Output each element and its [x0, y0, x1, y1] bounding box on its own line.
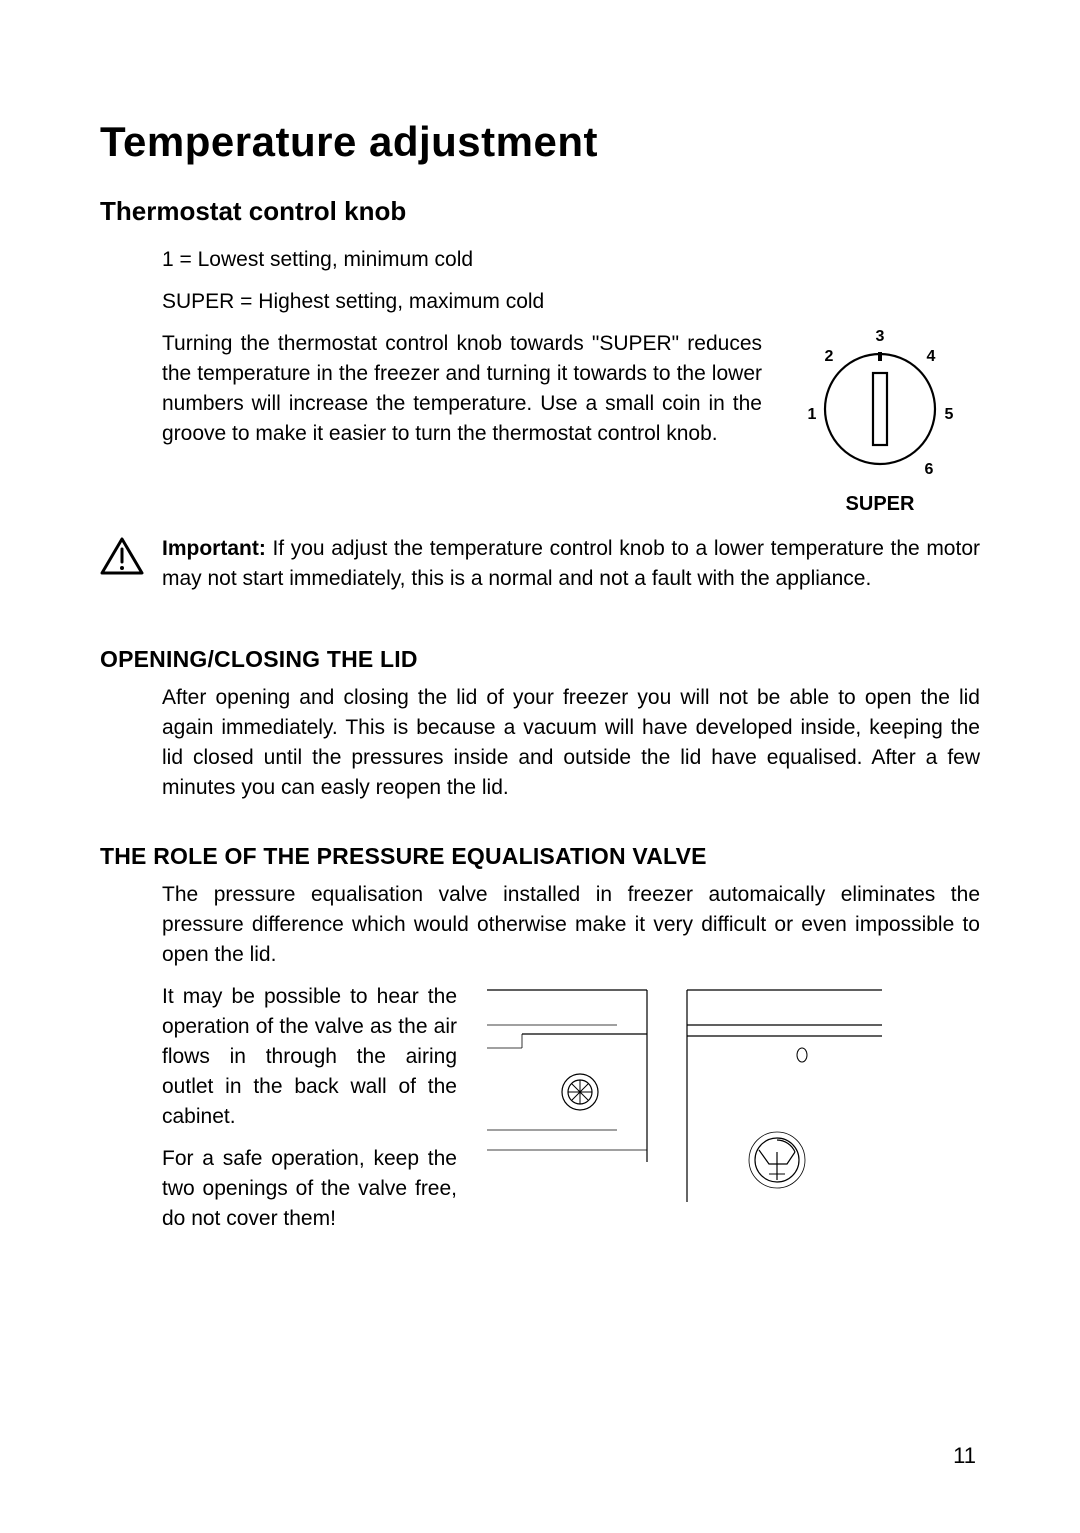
setting-1: 1 = Lowest setting, minimum cold [162, 245, 980, 275]
valve-diagram-icon [487, 982, 882, 1207]
page-title: Temperature adjustment [100, 118, 980, 166]
valve-text-col: It may be possible to hear the operation… [162, 982, 457, 1246]
valve-p2: It may be possible to hear the operation… [162, 982, 457, 1132]
page: Temperature adjustment Thermostat contro… [0, 0, 1080, 1533]
lid-heading: OPENING/CLOSING THE LID [100, 646, 980, 673]
important-text: Important: If you adjust the temperature… [162, 534, 980, 594]
setting-super: SUPER = Highest setting, maximum cold [162, 287, 980, 317]
knob-super-label: SUPER [780, 493, 980, 516]
valve-heading: THE ROLE OF THE PRESSURE EQUALISATION VA… [100, 843, 980, 870]
valve-figure [487, 982, 980, 1246]
knob-num-1: 1 [808, 406, 817, 423]
knob-num-5: 5 [945, 406, 954, 423]
thermostat-heading: Thermostat control knob [100, 196, 980, 227]
valve-p3: For a safe operation, keep the two openi… [162, 1144, 457, 1234]
valve-section: THE ROLE OF THE PRESSURE EQUALISATION VA… [100, 843, 980, 1246]
knob-num-4: 4 [927, 348, 936, 365]
thermostat-body-col: Turning the thermostat control knob towa… [162, 329, 762, 461]
valve-row: It may be possible to hear the operation… [162, 982, 980, 1246]
knob-num-3: 3 [876, 328, 885, 345]
knob-num-2: 2 [825, 348, 834, 365]
thermostat-block: 1 = Lowest setting, minimum cold SUPER =… [162, 245, 980, 516]
warning-icon [100, 536, 144, 581]
page-number: 11 [953, 1443, 976, 1469]
knob-num-6: 6 [925, 461, 934, 478]
knob-dial-icon: 1 2 3 4 5 6 [790, 319, 970, 489]
thermostat-body: Turning the thermostat control knob towa… [162, 329, 762, 449]
important-body: If you adjust the temperature control kn… [162, 537, 980, 590]
valve-p1: The pressure equalisation valve installe… [162, 880, 980, 970]
important-lead: Important: [162, 537, 266, 560]
lid-section: OPENING/CLOSING THE LID After opening an… [100, 646, 980, 803]
thermostat-row: Turning the thermostat control knob towa… [162, 329, 980, 516]
important-block: Important: If you adjust the temperature… [100, 534, 980, 594]
thermostat-knob-figure: 1 2 3 4 5 6 SUPER [780, 319, 980, 516]
lid-body: After opening and closing the lid of you… [162, 683, 980, 803]
